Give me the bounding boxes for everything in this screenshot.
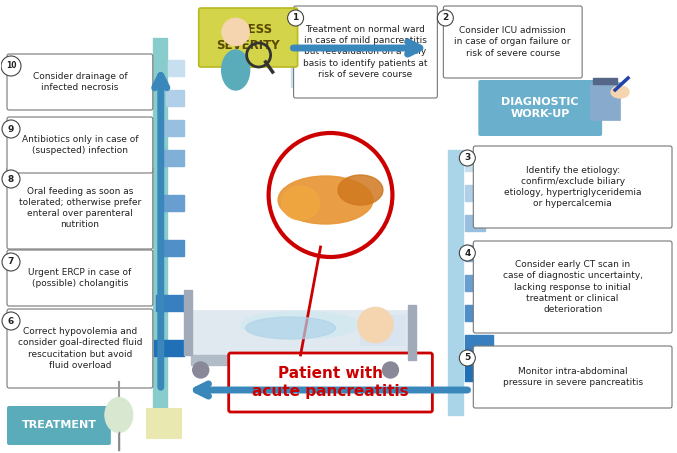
- FancyBboxPatch shape: [7, 406, 111, 445]
- Bar: [465, 335, 494, 351]
- Bar: [309, 65, 324, 87]
- FancyBboxPatch shape: [199, 8, 298, 67]
- Bar: [448, 150, 463, 415]
- Text: 8: 8: [8, 174, 14, 183]
- Bar: [166, 90, 183, 106]
- Text: 6: 6: [8, 317, 14, 326]
- Text: Correct hypovolemia and
consider goal-directed fluid
rescucitation but avoid
flu: Correct hypovolemia and consider goal-di…: [18, 328, 142, 370]
- FancyBboxPatch shape: [7, 117, 153, 173]
- Bar: [465, 185, 483, 201]
- Ellipse shape: [338, 175, 383, 205]
- Circle shape: [288, 10, 303, 26]
- Bar: [362, 71, 378, 87]
- FancyBboxPatch shape: [7, 54, 153, 110]
- FancyBboxPatch shape: [443, 6, 582, 78]
- FancyBboxPatch shape: [7, 250, 153, 306]
- Bar: [465, 215, 485, 231]
- Text: DIAGNOSTIC
WORK-UP: DIAGNOSTIC WORK-UP: [502, 97, 579, 119]
- Circle shape: [459, 350, 475, 366]
- Text: ASSESS
SEVERITY: ASSESS SEVERITY: [217, 23, 280, 52]
- Circle shape: [459, 150, 475, 166]
- FancyBboxPatch shape: [229, 353, 433, 412]
- Ellipse shape: [611, 86, 629, 98]
- Bar: [185, 310, 416, 355]
- Ellipse shape: [105, 397, 133, 433]
- Bar: [153, 38, 167, 420]
- Circle shape: [2, 253, 20, 271]
- Text: 7: 7: [8, 257, 14, 266]
- Text: 4: 4: [464, 249, 471, 257]
- Text: 2: 2: [442, 14, 448, 23]
- Bar: [154, 340, 183, 356]
- Text: Oral feeding as soon as
tolerated; otherwise prefer
enteral over parenteral
nutr: Oral feeding as soon as tolerated; other…: [19, 187, 141, 229]
- Ellipse shape: [246, 317, 336, 339]
- Circle shape: [1, 56, 21, 76]
- Ellipse shape: [282, 186, 320, 220]
- Bar: [345, 69, 360, 87]
- Circle shape: [437, 10, 454, 26]
- Circle shape: [2, 312, 20, 330]
- FancyBboxPatch shape: [7, 309, 153, 388]
- Bar: [191, 355, 410, 365]
- Text: Consider drainage of
infected necrosis: Consider drainage of infected necrosis: [32, 72, 127, 92]
- Bar: [156, 295, 183, 311]
- Bar: [399, 75, 414, 87]
- Text: Urgent ERCP in case of
(possible) cholangitis: Urgent ERCP in case of (possible) cholan…: [28, 268, 131, 288]
- Ellipse shape: [240, 311, 360, 339]
- Bar: [183, 290, 192, 355]
- Circle shape: [2, 120, 20, 138]
- Bar: [465, 365, 496, 381]
- Bar: [590, 82, 620, 120]
- Text: 10: 10: [6, 62, 16, 71]
- Text: Monitor intra-abdominal
pressure in severe pancreatitis: Monitor intra-abdominal pressure in seve…: [502, 367, 642, 387]
- Bar: [158, 240, 183, 256]
- Circle shape: [2, 170, 20, 188]
- FancyBboxPatch shape: [473, 346, 672, 408]
- Text: Antibiotics only in case of
(suspected) infection: Antibiotics only in case of (suspected) …: [22, 135, 138, 155]
- Bar: [408, 305, 416, 360]
- Bar: [360, 315, 406, 345]
- Bar: [164, 120, 183, 136]
- Circle shape: [383, 362, 399, 378]
- Text: Identify the etiology:
confirm/exclude biliary
etiology, hypertriglyceridemia
or: Identify the etiology: confirm/exclude b…: [504, 166, 641, 208]
- Text: Patient with
acute pancreatitis: Patient with acute pancreatitis: [253, 366, 409, 399]
- Text: 5: 5: [464, 353, 471, 362]
- Bar: [290, 63, 307, 87]
- Ellipse shape: [221, 50, 250, 90]
- Text: 1: 1: [292, 14, 299, 23]
- Ellipse shape: [278, 176, 373, 224]
- FancyBboxPatch shape: [7, 167, 153, 249]
- Bar: [162, 150, 183, 166]
- Bar: [465, 305, 492, 321]
- Bar: [326, 67, 343, 87]
- FancyBboxPatch shape: [294, 6, 437, 98]
- Text: 3: 3: [464, 154, 471, 163]
- Bar: [593, 78, 617, 84]
- Circle shape: [459, 245, 475, 261]
- Bar: [160, 195, 183, 211]
- Bar: [416, 77, 433, 87]
- Bar: [465, 245, 487, 261]
- Text: Consider ICU admission
in case of organ failure or
risk of severe course: Consider ICU admission in case of organ …: [454, 26, 571, 58]
- Circle shape: [357, 307, 393, 343]
- Bar: [465, 275, 489, 291]
- Bar: [465, 155, 481, 171]
- Text: Treatment on normal ward
in case of mild pancreatitis
but reevaluation on a dail: Treatment on normal ward in case of mild…: [303, 25, 428, 79]
- Text: 9: 9: [8, 125, 14, 134]
- Text: TREATMENT: TREATMENT: [22, 420, 96, 430]
- Text: Consider early CT scan in
case of diagnostic uncertainty,
lacking response to in: Consider early CT scan in case of diagno…: [502, 260, 642, 313]
- Bar: [168, 60, 183, 76]
- Bar: [380, 73, 397, 87]
- Circle shape: [193, 362, 209, 378]
- Circle shape: [221, 18, 250, 46]
- FancyBboxPatch shape: [473, 241, 672, 333]
- FancyBboxPatch shape: [473, 146, 672, 228]
- FancyBboxPatch shape: [479, 80, 602, 136]
- Bar: [146, 408, 181, 438]
- Circle shape: [271, 135, 391, 255]
